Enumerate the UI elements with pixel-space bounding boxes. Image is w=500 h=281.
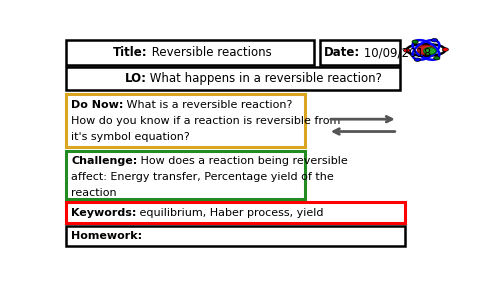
Text: What happens in a reversible reaction?: What happens in a reversible reaction? [146,72,382,85]
Text: Do Now:: Do Now: [71,100,124,110]
Text: equilibrium, Haber process, yield: equilibrium, Haber process, yield [136,208,324,218]
Circle shape [442,48,448,51]
Text: Keywords:: Keywords: [71,208,136,218]
FancyBboxPatch shape [66,151,304,199]
Circle shape [412,40,418,44]
Text: Reversible reactions: Reversible reactions [148,46,271,59]
Text: Title:: Title: [113,46,148,59]
Circle shape [432,38,438,42]
Text: LO:: LO: [124,72,146,85]
Text: Homework:: Homework: [71,231,142,241]
Circle shape [434,56,440,60]
FancyBboxPatch shape [66,226,406,246]
Circle shape [404,49,409,52]
FancyBboxPatch shape [320,40,400,65]
Text: Date:: Date: [324,46,360,59]
Text: What is a reversible reaction?: What is a reversible reaction? [124,100,293,110]
Text: Challenge:: Challenge: [71,156,138,166]
Text: 10/09/2018: 10/09/2018 [360,46,432,59]
FancyBboxPatch shape [66,203,406,223]
Text: How does a reaction being reversible: How does a reaction being reversible [138,156,348,166]
Circle shape [418,45,434,55]
FancyBboxPatch shape [66,40,314,65]
Circle shape [414,58,420,62]
FancyBboxPatch shape [66,94,304,147]
Text: it's symbol equation?: it's symbol equation? [71,132,190,142]
Circle shape [424,47,436,55]
Text: affect: Energy transfer, Percentage yield of the: affect: Energy transfer, Percentage yiel… [71,172,334,182]
FancyBboxPatch shape [66,67,400,90]
Text: How do you know if a reaction is reversible from: How do you know if a reaction is reversi… [71,116,340,126]
Text: reaction: reaction [71,189,117,198]
